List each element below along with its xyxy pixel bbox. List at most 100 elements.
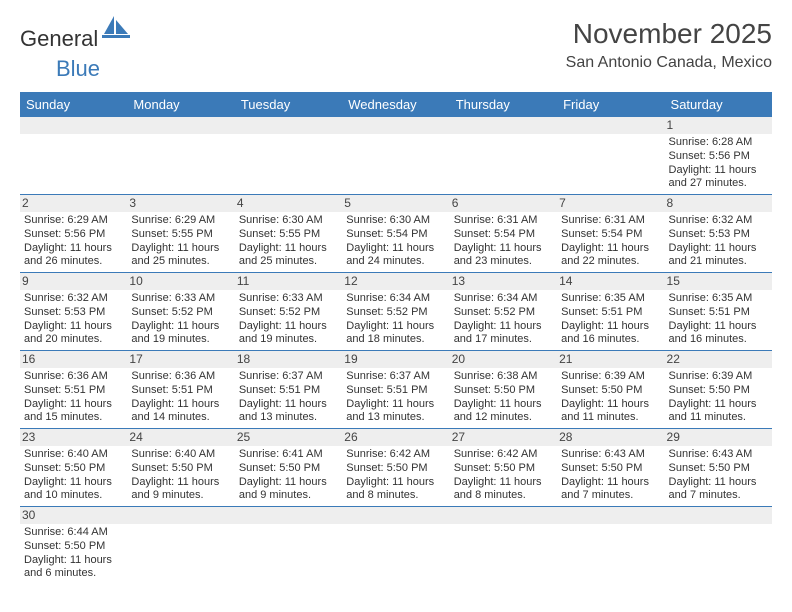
calendar-cell: 15 Sunrise: 6:35 AMSunset: 5:51 PMDayligh…: [665, 273, 772, 351]
calendar-cell: [127, 507, 234, 585]
day-number: 28: [557, 429, 664, 446]
day-header: Saturday: [665, 92, 772, 117]
sunset-line: Sunset: 5:56 PM: [24, 228, 123, 242]
daylight-line: Daylight: 11 hours and 22 minutes.: [561, 242, 660, 270]
calendar-cell: 8Sunrise: 6:32 AMSunset: 5:53 PMDaylight…: [665, 195, 772, 273]
daylight-line: Daylight: 11 hours and 23 minutes.: [454, 242, 553, 270]
daylight-line: Daylight: 11 hours and 19 minutes.: [131, 320, 230, 348]
sunrise-line: Sunrise: 6:33 AM: [239, 292, 338, 306]
sunset-line: Sunset: 5:56 PM: [669, 150, 768, 164]
sunset-line: Sunset: 5:50 PM: [346, 462, 445, 476]
sunrise-line: Sunrise: 6:34 AM: [454, 292, 553, 306]
calendar-cell: 22Sunrise: 6:39 AMSunset: 5:50 PMDayligh…: [665, 351, 772, 429]
day-info: Sunrise: 6:43 AMSunset: 5:50 PMDaylight:…: [669, 448, 768, 503]
day-number: 15: [665, 273, 772, 290]
daylight-line: Daylight: 11 hours and 12 minutes.: [454, 398, 553, 426]
daylight-line: Daylight: 11 hours and 11 minutes.: [561, 398, 660, 426]
sunset-line: Sunset: 5:52 PM: [239, 306, 338, 320]
calendar-cell: 13Sunrise: 6:34 AMSunset: 5:52 PMDayligh…: [450, 273, 557, 351]
day-number-empty: [127, 507, 234, 524]
daylight-line: Daylight: 11 hours and 21 minutes.: [669, 242, 768, 270]
day-number: 18: [235, 351, 342, 368]
calendar-cell: 20Sunrise: 6:38 AMSunset: 5:50 PMDayligh…: [450, 351, 557, 429]
calendar-body: 1 Sunrise: 6:28 AMSunset: 5:56 PMDaylight…: [20, 117, 772, 584]
brand-part1: General: [20, 26, 98, 52]
daylight-line: Daylight: 11 hours and 16 minutes.: [561, 320, 660, 348]
day-info: Sunrise: 6:36 AMSunset: 5:51 PMDaylight:…: [24, 370, 123, 425]
calendar-cell: 6Sunrise: 6:31 AMSunset: 5:54 PMDaylight…: [450, 195, 557, 273]
sunrise-line: Sunrise: 6:38 AM: [454, 370, 553, 384]
day-info: Sunrise: 6:31 AMSunset: 5:54 PMDaylight:…: [454, 214, 553, 269]
day-number-empty: [450, 507, 557, 524]
day-info: Sunrise: 6:30 AMSunset: 5:55 PMDaylight:…: [239, 214, 338, 269]
sunrise-line: Sunrise: 6:29 AM: [24, 214, 123, 228]
day-header: Sunday: [20, 92, 127, 117]
daylight-line: Daylight: 11 hours and 15 minutes.: [24, 398, 123, 426]
daylight-line: Daylight: 11 hours and 17 minutes.: [454, 320, 553, 348]
daylight-line: Daylight: 11 hours and 8 minutes.: [454, 476, 553, 504]
day-number-empty: [342, 507, 449, 524]
day-info: Sunrise: 6:32 AMSunset: 5:53 PMDaylight:…: [24, 292, 123, 347]
day-number: 21: [557, 351, 664, 368]
sunrise-line: Sunrise: 6:32 AM: [669, 214, 768, 228]
day-info: Sunrise: 6:33 AMSunset: 5:52 PMDaylight:…: [239, 292, 338, 347]
sunset-line: Sunset: 5:51 PM: [561, 306, 660, 320]
calendar-cell: 26Sunrise: 6:42 AMSunset: 5:50 PMDayligh…: [342, 429, 449, 507]
day-number: 19: [342, 351, 449, 368]
day-number-empty: [665, 507, 772, 524]
calendar-cell: 27 Sunrise: 6:42 AMSunset: 5:50 PMDayligh…: [450, 429, 557, 507]
calendar-cell: 7Sunrise: 6:31 AMSunset: 5:54 PMDaylight…: [557, 195, 664, 273]
sunrise-line: Sunrise: 6:39 AM: [669, 370, 768, 384]
sunset-line: Sunset: 5:55 PM: [131, 228, 230, 242]
day-number: 4: [235, 195, 342, 212]
day-number: 27: [450, 429, 557, 446]
day-info: Sunrise: 6:29 AMSunset: 5:55 PMDaylight:…: [131, 214, 230, 269]
calendar-cell: [557, 117, 664, 195]
day-number-empty: [450, 117, 557, 134]
sunset-line: Sunset: 5:54 PM: [561, 228, 660, 242]
day-info: Sunrise: 6:40 AMSunset: 5:50 PMDaylight:…: [24, 448, 123, 503]
calendar-cell: 29Sunrise: 6:43 AMSunset: 5:50 PMDayligh…: [665, 429, 772, 507]
calendar-cell: 18Sunrise: 6:37 AMSunset: 5:51 PMDayligh…: [235, 351, 342, 429]
sunset-line: Sunset: 5:53 PM: [24, 306, 123, 320]
daylight-line: Daylight: 11 hours and 7 minutes.: [561, 476, 660, 504]
sunrise-line: Sunrise: 6:40 AM: [131, 448, 230, 462]
header-bar: General Blue November 2025 San Antonio C…: [20, 18, 772, 82]
calendar-cell: [342, 507, 449, 585]
daylight-line: Daylight: 11 hours and 24 minutes.: [346, 242, 445, 270]
day-info: Sunrise: 6:39 AMSunset: 5:50 PMDaylight:…: [561, 370, 660, 425]
day-header: Wednesday: [342, 92, 449, 117]
calendar-cell: [342, 117, 449, 195]
sunrise-line: Sunrise: 6:30 AM: [346, 214, 445, 228]
day-number-empty: [235, 117, 342, 134]
day-info: Sunrise: 6:34 AMSunset: 5:52 PMDaylight:…: [346, 292, 445, 347]
sunset-line: Sunset: 5:51 PM: [669, 306, 768, 320]
calendar-cell: 9Sunrise: 6:32 AMSunset: 5:53 PMDaylight…: [20, 273, 127, 351]
calendar-cell: [665, 507, 772, 585]
day-info: Sunrise: 6:44 AMSunset: 5:50 PMDaylight:…: [24, 526, 123, 581]
calendar-cell: 23Sunrise: 6:40 AMSunset: 5:50 PMDayligh…: [20, 429, 127, 507]
day-number-empty: [127, 117, 234, 134]
day-number: 1: [665, 117, 772, 134]
day-number: 2: [20, 195, 127, 212]
day-number: 7: [557, 195, 664, 212]
daylight-line: Daylight: 11 hours and 9 minutes.: [131, 476, 230, 504]
calendar-cell: 4 Sunrise: 6:30 AMSunset: 5:55 PMDaylight…: [235, 195, 342, 273]
sunset-line: Sunset: 5:50 PM: [239, 462, 338, 476]
calendar-cell: 21 Sunrise: 6:39 AMSunset: 5:50 PMDayligh…: [557, 351, 664, 429]
sunset-line: Sunset: 5:55 PM: [239, 228, 338, 242]
daylight-line: Daylight: 11 hours and 18 minutes.: [346, 320, 445, 348]
brand-part2: Blue: [56, 56, 100, 82]
day-info: Sunrise: 6:37 AMSunset: 5:51 PMDaylight:…: [346, 370, 445, 425]
calendar-header-row: SundayMondayTuesdayWednesdayThursdayFrid…: [20, 92, 772, 117]
day-number: 26: [342, 429, 449, 446]
day-info: Sunrise: 6:42 AMSunset: 5:50 PMDaylight:…: [454, 448, 553, 503]
daylight-line: Daylight: 11 hours and 11 minutes.: [669, 398, 768, 426]
daylight-line: Daylight: 11 hours and 8 minutes.: [346, 476, 445, 504]
day-number: 10: [127, 273, 234, 290]
sunrise-line: Sunrise: 6:30 AM: [239, 214, 338, 228]
sunset-line: Sunset: 5:51 PM: [346, 384, 445, 398]
day-info: Sunrise: 6:35 AMSunset: 5:51 PMDaylight:…: [669, 292, 768, 347]
day-info: Sunrise: 6:28 AMSunset: 5:56 PMDaylight:…: [669, 136, 768, 191]
calendar-cell: [127, 117, 234, 195]
